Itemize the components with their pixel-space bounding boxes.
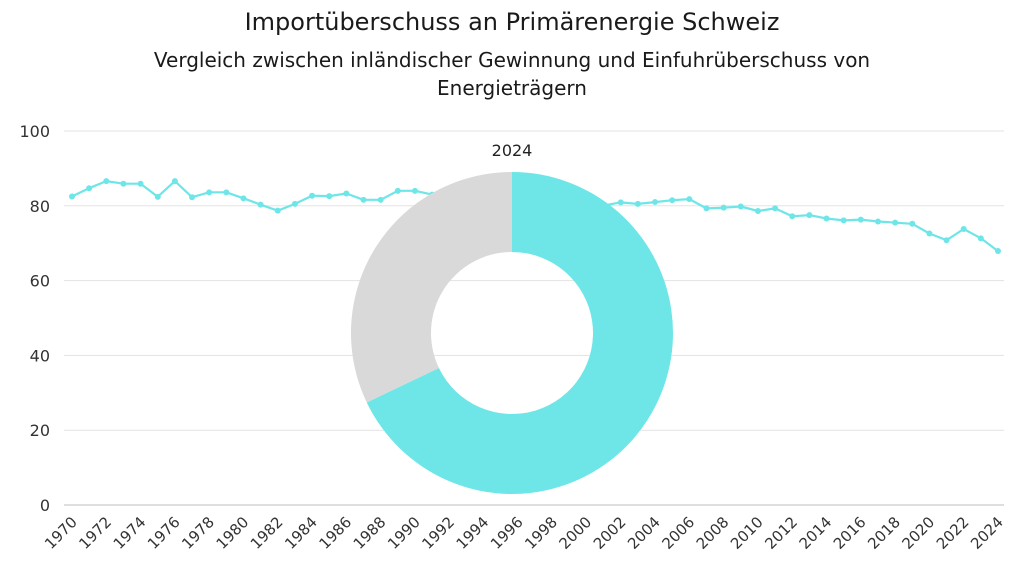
- data-point: [257, 201, 264, 208]
- x-tick-label: 1970: [41, 513, 81, 553]
- data-point: [326, 193, 333, 200]
- y-tick-label: 20: [30, 421, 50, 440]
- data-point: [720, 204, 727, 211]
- data-point: [137, 180, 144, 187]
- chart-title: Importüberschuss an Primärenergie Schwei…: [244, 8, 780, 36]
- x-tick-label: 1988: [350, 513, 390, 553]
- x-tick-label: 2024: [967, 513, 1007, 553]
- data-point: [772, 205, 779, 212]
- data-point: [120, 180, 127, 187]
- x-tick-label: 2022: [933, 513, 973, 553]
- x-tick-label: 2014: [796, 513, 836, 553]
- x-tick-label: 1994: [453, 513, 493, 553]
- data-point: [754, 208, 761, 215]
- data-point: [995, 248, 1001, 255]
- x-tick-label: 2008: [693, 513, 733, 553]
- data-point: [669, 197, 676, 204]
- x-tick-label: 1974: [110, 513, 150, 553]
- data-point: [411, 187, 418, 194]
- data-point: [926, 230, 933, 237]
- x-tick-label: 2006: [658, 513, 698, 553]
- data-point: [189, 194, 196, 201]
- x-tick-label: 1996: [487, 513, 527, 553]
- chart-subtitle: Vergleich zwischen inländischer Gewinnun…: [153, 48, 871, 100]
- data-point: [857, 216, 864, 223]
- x-tick-label: 1986: [315, 513, 355, 553]
- data-point: [686, 196, 693, 203]
- x-tick-label: 1998: [521, 513, 561, 553]
- data-point: [874, 218, 881, 225]
- data-point: [171, 178, 178, 185]
- data-point: [892, 219, 899, 226]
- y-tick-label: 80: [30, 197, 50, 216]
- data-point: [360, 196, 367, 203]
- x-tick-label: 1976: [144, 513, 184, 553]
- data-point: [206, 189, 213, 196]
- data-point: [69, 193, 75, 200]
- data-point: [634, 200, 641, 207]
- data-point: [840, 217, 847, 224]
- x-tick-label: 2004: [624, 513, 664, 553]
- y-tick-label: 60: [30, 272, 50, 291]
- donut-slice-1: [351, 172, 512, 403]
- y-axis-ticks: 0 20 40 60 80 100: [19, 122, 50, 515]
- data-point: [960, 225, 967, 232]
- data-point: [943, 237, 950, 244]
- x-tick-label: 2000: [556, 513, 596, 553]
- x-tick-label: 1972: [75, 513, 115, 553]
- data-point: [789, 213, 796, 220]
- x-tick-label: 2020: [899, 513, 939, 553]
- x-tick-label: 1990: [384, 513, 424, 553]
- data-point: [309, 192, 316, 199]
- donut-slice-0: [366, 172, 673, 494]
- data-point: [737, 203, 744, 210]
- donut-title: 2024: [492, 141, 533, 160]
- x-tick-label: 1992: [418, 513, 458, 553]
- x-tick-label: 2018: [864, 513, 904, 553]
- x-tick-label: 1982: [247, 513, 287, 553]
- data-point: [240, 195, 247, 202]
- x-tick-label: 1980: [213, 513, 253, 553]
- data-point: [377, 196, 384, 203]
- data-point: [806, 212, 813, 219]
- data-point: [86, 185, 93, 192]
- x-tick-label: 1978: [178, 513, 218, 553]
- x-tick-label: 2010: [727, 513, 767, 553]
- x-tick-label: 2012: [761, 513, 801, 553]
- data-point: [154, 193, 161, 200]
- x-tick-label: 2016: [830, 513, 870, 553]
- x-axis-ticks: 1970197219741976197819801982198419861988…: [41, 513, 1007, 553]
- data-point: [823, 215, 830, 222]
- data-point: [343, 190, 350, 197]
- data-point: [703, 205, 710, 212]
- data-point: [394, 187, 401, 194]
- y-tick-label: 40: [30, 346, 50, 365]
- y-tick-label: 100: [19, 122, 50, 141]
- data-point: [291, 200, 298, 207]
- data-point: [103, 178, 110, 185]
- data-point: [909, 220, 916, 227]
- data-point: [223, 189, 230, 196]
- data-point: [617, 199, 624, 206]
- x-tick-label: 2002: [590, 513, 630, 553]
- data-point: [977, 235, 984, 242]
- data-point: [274, 207, 281, 214]
- data-point: [652, 199, 659, 206]
- x-tick-label: 1984: [281, 513, 321, 553]
- donut-chart: 2024: [351, 141, 673, 494]
- y-tick-label: 0: [40, 496, 50, 515]
